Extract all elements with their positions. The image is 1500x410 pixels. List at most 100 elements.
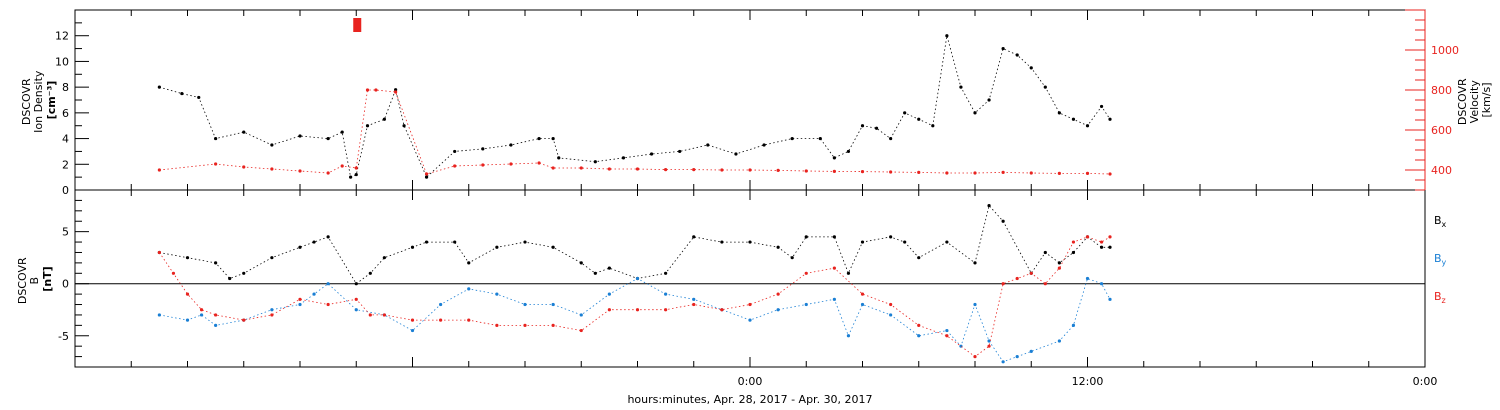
bz-point <box>242 318 246 322</box>
by-point <box>635 276 640 281</box>
bx-point <box>551 245 555 249</box>
density-point <box>903 111 907 115</box>
velocity-point <box>720 168 724 172</box>
velocity-series <box>157 18 1112 176</box>
velocity-point <box>776 168 780 172</box>
velocity-point <box>509 162 513 166</box>
legend-bz: Bz <box>1434 290 1446 305</box>
density-point <box>354 172 358 177</box>
bz-point <box>973 354 977 359</box>
bx-point <box>424 240 429 244</box>
by-point <box>1099 282 1104 286</box>
velocity-point <box>748 168 752 172</box>
bx-point <box>692 235 696 239</box>
velocity-point <box>365 88 370 92</box>
bx-point <box>467 261 471 265</box>
density-point <box>706 143 710 147</box>
by-point <box>664 292 668 296</box>
by-point <box>748 318 752 322</box>
velocity-spike-marker <box>353 18 362 32</box>
bx-point <box>607 266 611 270</box>
velocity-point <box>1085 171 1090 175</box>
velocity-tick-label: 1000 <box>1431 44 1459 57</box>
velocity-point <box>832 169 836 173</box>
by-point <box>312 292 316 296</box>
density-tick-label: 0 <box>62 184 69 197</box>
by-point <box>199 313 204 317</box>
velocity-point <box>860 170 865 174</box>
velocity-point <box>917 170 921 174</box>
density-point <box>945 34 949 38</box>
bx-point <box>382 256 386 260</box>
bz-point <box>1043 282 1047 286</box>
velocity-tick-label: 800 <box>1431 84 1452 97</box>
bz-point <box>185 292 190 296</box>
density-tick-label: 2 <box>62 158 69 171</box>
bz-point <box>1099 240 1104 244</box>
time-axis-ticks: 0:00 12:00 0:00 <box>130 10 1437 388</box>
density-point <box>1085 124 1090 128</box>
bz-point <box>804 271 808 275</box>
by-point <box>1071 323 1076 327</box>
density-point <box>242 130 246 134</box>
density-point <box>621 156 626 160</box>
bx-point <box>495 245 499 249</box>
density-point <box>402 124 406 128</box>
density-point <box>453 149 457 154</box>
plasma-right-axis-ticks: 400 600 800 1000 <box>1405 9 1459 191</box>
bx-point <box>410 245 415 249</box>
bz-point <box>523 323 527 327</box>
by-trace <box>159 277 1111 363</box>
velocity-point <box>973 171 977 175</box>
density-point <box>593 160 597 164</box>
bx-point <box>214 261 218 265</box>
velocity-tick-label: 400 <box>1431 164 1452 177</box>
time-tick-label: 12:00 <box>1072 375 1104 388</box>
density-point <box>1015 53 1019 57</box>
density-point <box>1108 117 1112 121</box>
density-point <box>349 175 353 179</box>
by-point <box>832 297 836 301</box>
bz-series <box>157 235 1112 359</box>
by-point <box>495 292 499 296</box>
density-point <box>394 88 398 92</box>
by-series <box>157 276 1112 364</box>
plasma-left-ylabel-line2: Ion Density <box>32 70 45 133</box>
bx-point <box>903 240 907 244</box>
bz-point <box>860 292 865 296</box>
density-point <box>889 136 893 141</box>
bz-point <box>171 271 176 275</box>
bx-point <box>1043 250 1047 255</box>
by-point <box>1015 354 1019 359</box>
density-point <box>424 175 429 179</box>
density-point <box>860 124 865 128</box>
by-point <box>185 318 190 322</box>
velocity-point <box>298 169 302 173</box>
legend-by-label: B <box>1434 252 1442 265</box>
bx-series <box>157 204 1112 286</box>
density-point <box>734 152 738 156</box>
by-point <box>776 308 780 312</box>
plasma-right-ylabel-line2: Velocity <box>1468 80 1481 124</box>
bx-point <box>1108 245 1112 249</box>
velocity-point <box>340 164 344 168</box>
density-point <box>180 91 184 96</box>
plasma-left-ylabel-line1: DSCOVR <box>20 78 33 125</box>
velocity-point <box>326 171 330 175</box>
by-point <box>1085 276 1090 281</box>
legend-bz-label: B <box>1434 290 1442 303</box>
density-point <box>762 143 766 147</box>
plasma-left-ylabel: DSCOVR Ion Density [cm⁻³] <box>20 67 58 133</box>
by-point <box>298 302 302 307</box>
bx-point <box>720 240 724 244</box>
bz-point <box>692 302 696 307</box>
magnetic-field-left-ylabel: DSCOVR B [nT] <box>16 254 54 304</box>
density-point <box>973 111 977 115</box>
density-point <box>649 152 654 156</box>
bz-point <box>495 323 499 327</box>
density-point <box>1043 85 1047 89</box>
bx-point <box>776 245 780 249</box>
density-point <box>678 149 682 154</box>
by-point <box>945 328 949 333</box>
bz-point <box>157 250 161 255</box>
